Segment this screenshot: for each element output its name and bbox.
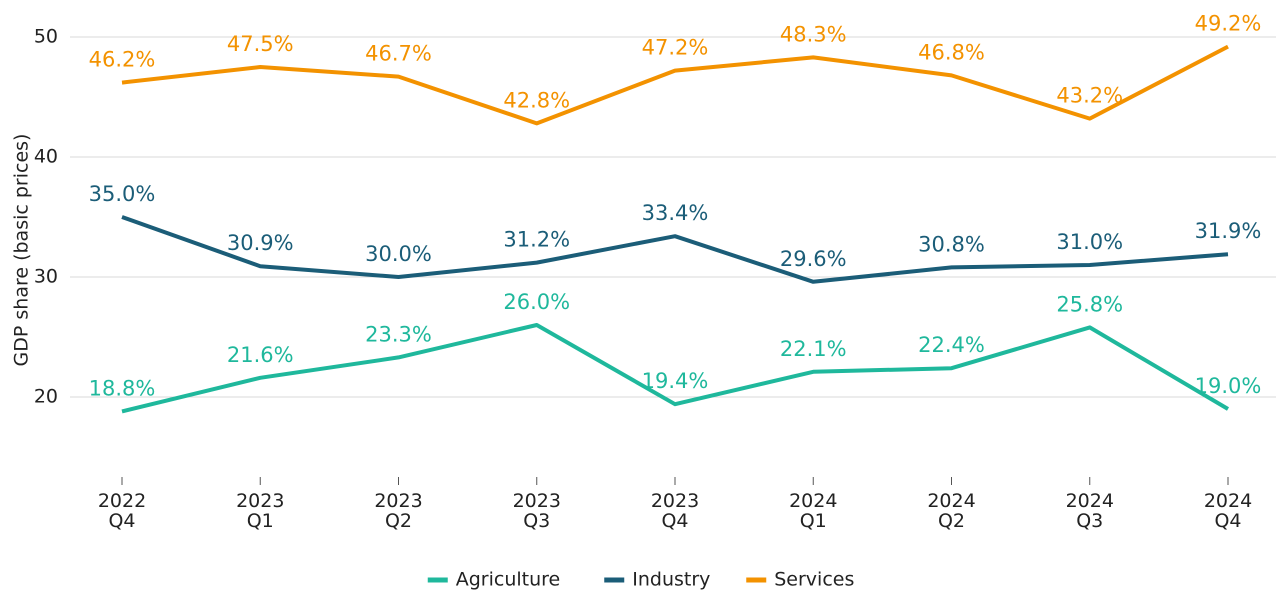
- x-tick-label: 2022 Q4: [98, 490, 146, 532]
- data-label: 22.1%: [780, 337, 847, 361]
- x-tick-label: 2024 Q4: [1204, 490, 1252, 532]
- series-line: [121, 215, 1229, 284]
- y-tick-label: 50: [34, 26, 58, 48]
- series-line: [121, 44, 1229, 126]
- data-label: 19.0%: [1195, 374, 1262, 398]
- x-tick-label: 2024 Q1: [789, 490, 837, 532]
- data-label: 35.0%: [89, 182, 156, 206]
- x-tick-label: 2024 Q2: [927, 490, 975, 532]
- data-label: 31.9%: [1195, 219, 1262, 243]
- data-label: 18.8%: [89, 376, 156, 400]
- data-label: 22.4%: [918, 333, 985, 357]
- y-tick-label: 20: [34, 386, 58, 408]
- legend-label: Agriculture: [456, 569, 561, 591]
- x-tick-label: 2023 Q4: [651, 490, 699, 532]
- legend-label: Services: [774, 569, 854, 591]
- data-label: 48.3%: [780, 22, 847, 46]
- data-label: 19.4%: [642, 369, 709, 393]
- data-label: 46.7%: [365, 42, 432, 66]
- x-tick-label: 2023 Q1: [236, 490, 284, 532]
- data-label: 47.5%: [227, 32, 294, 56]
- y-tick-label: 40: [34, 146, 58, 168]
- x-tick-label: 2023 Q2: [374, 490, 422, 532]
- y-tick-label: 30: [34, 266, 58, 288]
- data-label: 25.8%: [1056, 292, 1123, 316]
- data-label: 30.9%: [227, 231, 294, 255]
- y-axis-title: GDP share (basic prices): [11, 134, 33, 367]
- legend-label: Industry: [632, 569, 710, 591]
- data-label: 49.2%: [1195, 12, 1262, 36]
- data-label: 26.0%: [503, 290, 570, 314]
- data-label: 46.2%: [89, 48, 156, 72]
- data-label: 43.2%: [1056, 84, 1123, 108]
- data-label: 21.6%: [227, 343, 294, 367]
- x-tick-label: 2023 Q3: [513, 490, 561, 532]
- data-label: 33.4%: [642, 201, 709, 225]
- data-label: 31.2%: [503, 228, 570, 252]
- data-label: 46.8%: [918, 40, 985, 64]
- x-tick-label: 2024 Q3: [1066, 490, 1114, 532]
- data-label: 30.0%: [365, 242, 432, 266]
- data-label: 31.0%: [1056, 230, 1123, 254]
- data-label: 23.3%: [365, 322, 432, 346]
- data-label: 47.2%: [642, 36, 709, 60]
- series-line: [121, 323, 1230, 414]
- data-label: 42.8%: [503, 88, 570, 112]
- data-label: 30.8%: [918, 232, 985, 256]
- data-label: 29.6%: [780, 247, 847, 271]
